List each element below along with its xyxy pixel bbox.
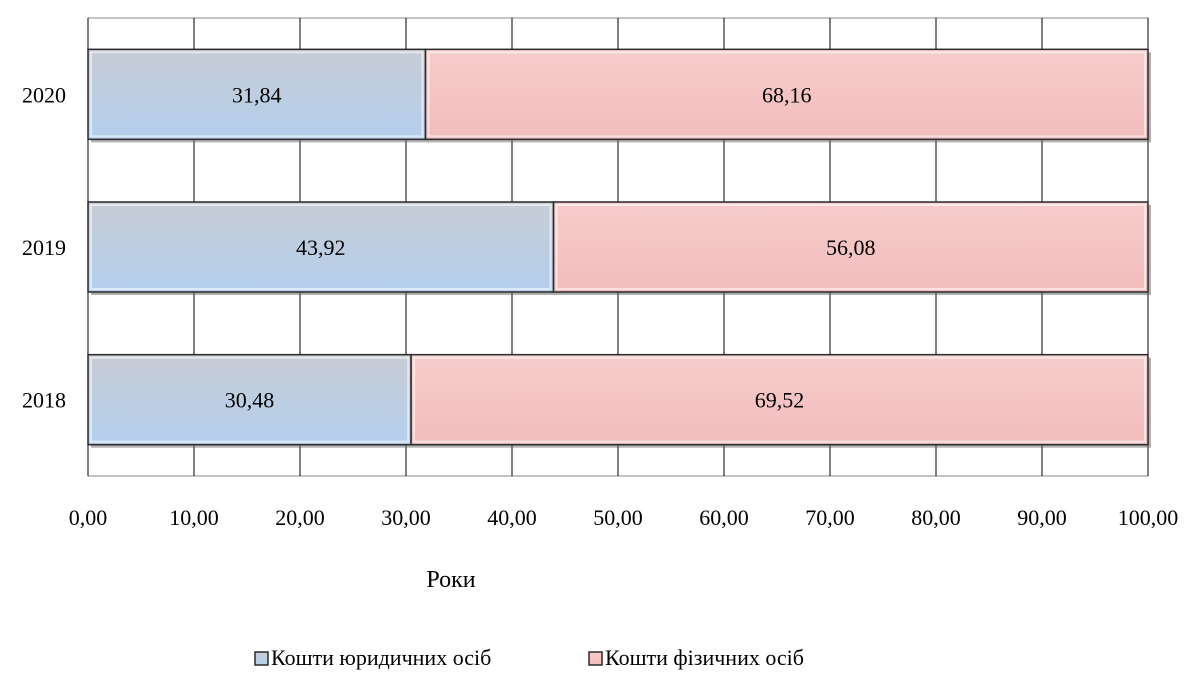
bar xyxy=(87,201,555,293)
bar xyxy=(552,201,1149,293)
data-label: 69,52 xyxy=(755,388,805,413)
data-labels: 31,84 68,16 43,92 56,08 30,48 69,52 xyxy=(225,82,876,412)
legend-label: Кошти юридичних осіб xyxy=(271,645,491,670)
legend-label: Кошти фізичних осіб xyxy=(605,645,804,670)
legend-item: Кошти фізичних осіб xyxy=(588,645,804,670)
x-tick-label: 80,00 xyxy=(911,505,961,530)
bar-segment xyxy=(410,353,1151,448)
value-axis-tick-labels: 0,00 10,00 20,00 30,00 40,00 50,00 60,00 70,00 8… xyxy=(69,505,1179,530)
bar-bevel xyxy=(413,356,1146,443)
x-tick-label: 20,00 xyxy=(275,505,325,530)
legend-swatch xyxy=(588,651,603,666)
data-label: 31,84 xyxy=(232,82,282,107)
x-tick-label: 10,00 xyxy=(169,505,219,530)
category-axis-labels: 2020 2019 2018 xyxy=(22,82,66,412)
x-tick-label: 90,00 xyxy=(1017,505,1067,530)
bar-segment xyxy=(87,353,415,448)
year-label: 2019 xyxy=(22,235,66,260)
bar-segment xyxy=(87,201,557,295)
data-label: 56,08 xyxy=(826,235,876,260)
x-tick-label: 30,00 xyxy=(381,505,431,530)
bar xyxy=(87,353,412,446)
legend-swatch xyxy=(254,651,269,666)
x-tick-label: 50,00 xyxy=(593,505,643,530)
bar-bevel xyxy=(90,356,410,443)
bar-segment xyxy=(87,48,429,143)
axis-title: Роки xyxy=(426,567,475,593)
legend: Кошти юридичних осіб Кошти фізичних осіб xyxy=(254,645,804,670)
x-tick-label: 0,00 xyxy=(69,505,108,530)
year-label: 2020 xyxy=(22,82,66,107)
x-tick-label: 70,00 xyxy=(805,505,855,530)
x-tick-label: 60,00 xyxy=(699,505,749,530)
x-tick-label: 100,00 xyxy=(1118,505,1179,530)
bar-bevel xyxy=(90,51,424,138)
data-label: 30,48 xyxy=(225,388,275,413)
data-label: 43,92 xyxy=(296,235,346,260)
legend-item: Кошти юридичних осіб xyxy=(254,645,491,670)
bar-bevel xyxy=(555,204,1146,290)
bars xyxy=(87,48,1151,448)
x-tick-label: 40,00 xyxy=(487,505,537,530)
bar xyxy=(87,48,427,141)
year-label: 2018 xyxy=(22,388,66,413)
bar-segment xyxy=(552,201,1151,295)
bar-segment xyxy=(424,48,1151,143)
bar xyxy=(424,48,1149,141)
bar-bevel xyxy=(427,51,1146,138)
data-label: 68,16 xyxy=(762,82,812,107)
bar xyxy=(410,353,1149,446)
bar-bevel xyxy=(90,204,552,290)
